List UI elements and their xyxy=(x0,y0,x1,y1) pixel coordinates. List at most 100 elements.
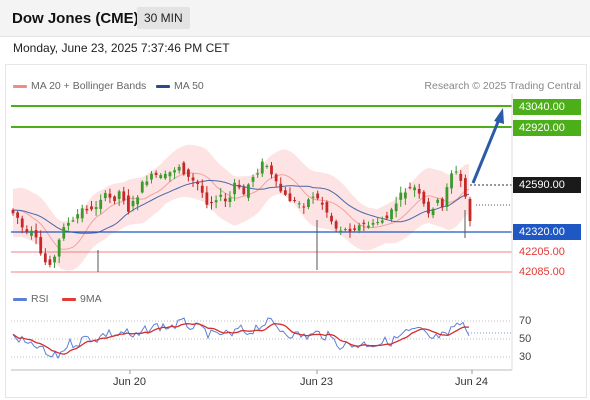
candle-body xyxy=(422,191,426,204)
rsi-ma-swatch xyxy=(62,297,76,301)
candle-body xyxy=(214,200,218,203)
last-price-tag: 42590.00 xyxy=(513,177,581,193)
x-label-jun24: Jun 24 xyxy=(455,376,489,388)
candle-body xyxy=(357,225,361,231)
candle-body xyxy=(311,196,315,198)
candlesticks xyxy=(11,158,472,272)
candle-body xyxy=(463,178,467,197)
candle-body xyxy=(159,175,163,179)
ma50-swatch xyxy=(156,84,170,88)
candle-body xyxy=(108,193,112,198)
candle-body xyxy=(334,221,338,229)
chart-panel xyxy=(5,64,587,398)
rsi-axis-50: 50 xyxy=(519,333,532,345)
candle-body xyxy=(431,208,435,216)
candle-body xyxy=(191,177,195,181)
candle-body xyxy=(440,198,444,208)
ma20-swatch xyxy=(13,84,27,88)
legend-rsi: RSI xyxy=(13,293,49,305)
legend-9ma: 9MA xyxy=(62,293,102,305)
level-tag-42205: 42205.00 xyxy=(519,246,565,258)
candle-body xyxy=(122,191,126,201)
candle-body xyxy=(427,201,430,214)
candle-body xyxy=(25,229,29,232)
candle-body xyxy=(251,177,255,182)
level-tag-43040: 43040.00 xyxy=(513,99,581,115)
candle-body xyxy=(113,196,116,202)
candle-body xyxy=(403,192,407,199)
candle-body xyxy=(90,206,93,210)
candle-body xyxy=(205,192,209,205)
rsi-swatch xyxy=(13,297,27,301)
header-bar: Dow Jones (CME) 30 MIN xyxy=(0,0,590,37)
candle-body xyxy=(11,209,15,214)
candle-body xyxy=(293,199,296,201)
rsi-9ma-line xyxy=(12,322,470,355)
instrument-title: Dow Jones (CME) xyxy=(12,10,139,27)
candle-body xyxy=(450,173,453,189)
candle-body xyxy=(376,222,380,224)
level-tag-42320: 42320.00 xyxy=(513,224,581,240)
candle-body xyxy=(85,208,89,211)
candle-body xyxy=(459,173,463,181)
candle-body xyxy=(417,188,421,194)
candle-body xyxy=(307,199,310,207)
candle-body xyxy=(99,199,103,209)
legend-ma50: MA 50 xyxy=(156,80,204,92)
candle-body xyxy=(103,193,107,199)
timeframe-button[interactable]: 30 MIN xyxy=(137,7,190,29)
candle-body xyxy=(173,170,176,173)
candle-body xyxy=(53,256,56,263)
candle-body xyxy=(62,227,66,239)
candle-body xyxy=(279,183,283,192)
candle-body xyxy=(247,184,250,198)
candle-body xyxy=(196,181,200,185)
candle-body xyxy=(316,193,320,199)
candle-body xyxy=(66,222,70,226)
candle-body xyxy=(385,215,389,219)
candle-body xyxy=(223,198,227,202)
candle-body xyxy=(283,190,287,195)
candle-body xyxy=(228,197,232,202)
candle-body xyxy=(131,200,135,207)
candle-body xyxy=(210,201,213,204)
candle-body xyxy=(260,161,264,174)
candle-body xyxy=(330,215,333,222)
x-label-jun23: Jun 23 xyxy=(300,376,334,388)
candle-body xyxy=(445,187,449,207)
forecast-arrow xyxy=(471,108,504,184)
candle-body xyxy=(39,237,43,254)
candle-body xyxy=(454,171,458,173)
candle-body xyxy=(274,174,278,182)
candle-body xyxy=(320,202,324,205)
candle-body xyxy=(390,209,393,220)
candle-body xyxy=(94,207,98,210)
candle-body xyxy=(187,169,190,177)
candle-body xyxy=(362,222,366,225)
candle-body xyxy=(43,253,47,263)
candle-body xyxy=(265,165,269,167)
candle-body xyxy=(150,173,153,180)
candle-body xyxy=(256,173,260,175)
ma50-label: MA 50 xyxy=(174,80,204,92)
ma20-line xyxy=(12,172,470,250)
research-credit: Research © 2025 Trading Central xyxy=(424,80,581,92)
ma50-line xyxy=(12,179,470,234)
bollinger-band xyxy=(13,144,469,271)
candle-body xyxy=(48,259,52,265)
candle-body xyxy=(339,230,343,232)
candle-body xyxy=(413,187,417,191)
candle-body xyxy=(436,199,440,203)
candle-body xyxy=(71,220,75,222)
x-label-jun20: Jun 20 xyxy=(113,376,147,388)
rsi-axis-70: 70 xyxy=(519,315,532,327)
rsi-axis-30: 30 xyxy=(519,351,532,363)
candle-body xyxy=(219,194,223,197)
candle-body xyxy=(468,198,472,222)
level-tag-42920: 42920.00 xyxy=(513,120,581,136)
candle-body xyxy=(163,173,167,179)
candle-body xyxy=(16,212,20,218)
candle-body xyxy=(127,195,130,212)
candle-body xyxy=(200,185,204,193)
